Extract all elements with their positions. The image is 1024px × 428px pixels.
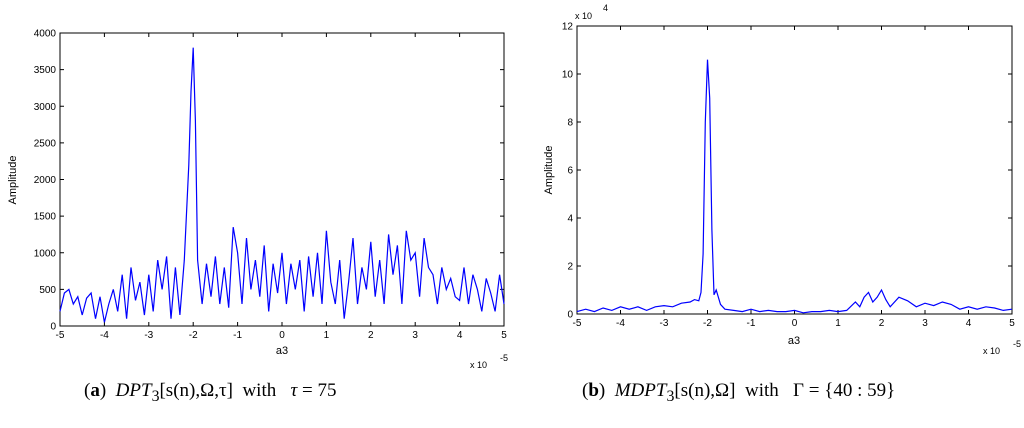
- x-tick-label-a-4: -1: [233, 330, 242, 341]
- x-multiplier-a: x 10: [470, 360, 487, 370]
- series-line-dpt3: [59, 47, 505, 323]
- x-axis-label-b: a3: [788, 335, 800, 347]
- x-tick-label-b-5: 0: [792, 318, 798, 329]
- x-exponent-a: -5: [500, 353, 508, 363]
- caption-b-func: MDPT: [614, 380, 667, 401]
- y-tick-label-a-3: 1500: [34, 212, 57, 223]
- y-axis-label-b: Amplitude: [543, 146, 555, 195]
- x-tick-label-a-5: 0: [279, 330, 285, 341]
- caption-a-tag: a: [90, 380, 100, 401]
- x-tick-label-b-4: -1: [747, 318, 756, 329]
- caption-b-tag: b: [588, 380, 599, 401]
- x-tick-label-a-0: -5: [56, 330, 65, 341]
- x-tick-label-a-9: 4: [457, 330, 463, 341]
- y-ticks-a: 0 500 1000 1500 2000 2500 3000 3500 4000: [34, 29, 504, 333]
- x-tick-label-b-8: 3: [922, 318, 928, 329]
- x-tick-label-a-8: 3: [412, 330, 418, 341]
- y-multiplier-b: x 10: [575, 11, 592, 21]
- x-tick-label-b-6: 1: [835, 318, 841, 329]
- caption-a-eq: = 75: [302, 380, 337, 401]
- x-tick-label-a-1: -4: [100, 330, 109, 341]
- plot-area-b: [576, 25, 1013, 315]
- y-tick-label-a-1: 500: [39, 285, 56, 296]
- y-axis-label-a: Amplitude: [7, 156, 19, 205]
- y-tick-label-b-2: 4: [567, 214, 573, 225]
- y-tick-label-a-0: 0: [50, 322, 56, 333]
- y-tick-label-a-6: 3000: [34, 102, 57, 113]
- caption-a-param: τ: [290, 380, 298, 401]
- caption-b: (b) MDPT3[s(n),Ω] with Γ = {40 : 59}: [582, 380, 896, 405]
- y-tick-label-b-1: 2: [567, 262, 573, 273]
- x-tick-label-a-3: -2: [189, 330, 198, 341]
- x-tick-label-a-2: -3: [144, 330, 153, 341]
- x-ticks-a: -5 -4 -3 -2 -1 0 1 2 3 4 5: [56, 33, 507, 341]
- x-tick-label-a-10: 5: [501, 330, 507, 341]
- caption-b-with: with: [744, 380, 779, 401]
- y-tick-label-b-5: 10: [562, 70, 574, 81]
- x-tick-label-b-9: 4: [966, 318, 972, 329]
- caption-a-sub: 3: [151, 387, 160, 405]
- y-tick-label-b-4: 8: [567, 118, 573, 129]
- caption-b-eq: = {40 : 59}: [808, 380, 896, 401]
- y-tick-label-a-8: 4000: [34, 29, 57, 40]
- x-exponent-b: -5: [1013, 339, 1021, 349]
- x-tick-label-b-3: -2: [703, 318, 712, 329]
- x-tick-label-b-2: -3: [660, 318, 669, 329]
- plot-area-a: [59, 32, 505, 327]
- caption-a-args: [s(n),Ω,τ]: [159, 380, 233, 401]
- y-tick-label-a-7: 3500: [34, 65, 57, 76]
- caption-b-args: [s(n),Ω]: [674, 380, 736, 401]
- x-axis-label-a: a3: [276, 345, 288, 357]
- y-tick-label-a-5: 2500: [34, 138, 57, 149]
- y-tick-label-b-6: 12: [562, 22, 574, 33]
- y-tick-label-a-2: 1000: [34, 248, 57, 259]
- x-multiplier-b: x 10: [983, 346, 1000, 356]
- y-tick-label-a-4: 2000: [34, 175, 57, 186]
- x-tick-label-a-6: 1: [324, 330, 330, 341]
- caption-a-with: with: [242, 380, 277, 401]
- x-tick-label-b-1: -4: [616, 318, 625, 329]
- caption-b-param: Γ: [793, 380, 804, 401]
- y-tick-label-b-0: 0: [567, 310, 573, 321]
- series-line-mdpt3: [576, 59, 1013, 314]
- y-tick-label-b-3: 6: [567, 166, 573, 177]
- x-tick-label-a-7: 2: [368, 330, 374, 341]
- x-tick-label-b-10: 5: [1009, 318, 1015, 329]
- x-tick-label-b-0: -5: [573, 318, 582, 329]
- caption-b-sub: 3: [666, 387, 675, 405]
- panel-a-chart: -5 -4 -3 -2 -1 0 1 2 3 4 5 0 500 1000 1500 2000 2500 300…: [7, 29, 508, 371]
- caption-a: (a) DPT3[s(n),Ω,τ] with τ = 75: [84, 380, 337, 405]
- caption-a-func: DPT: [115, 380, 152, 401]
- y-exponent-b: 4: [603, 3, 608, 13]
- x-tick-label-b-7: 2: [879, 318, 885, 329]
- y-ticks-b: 0 2 4 6 8 10 12: [562, 22, 1012, 321]
